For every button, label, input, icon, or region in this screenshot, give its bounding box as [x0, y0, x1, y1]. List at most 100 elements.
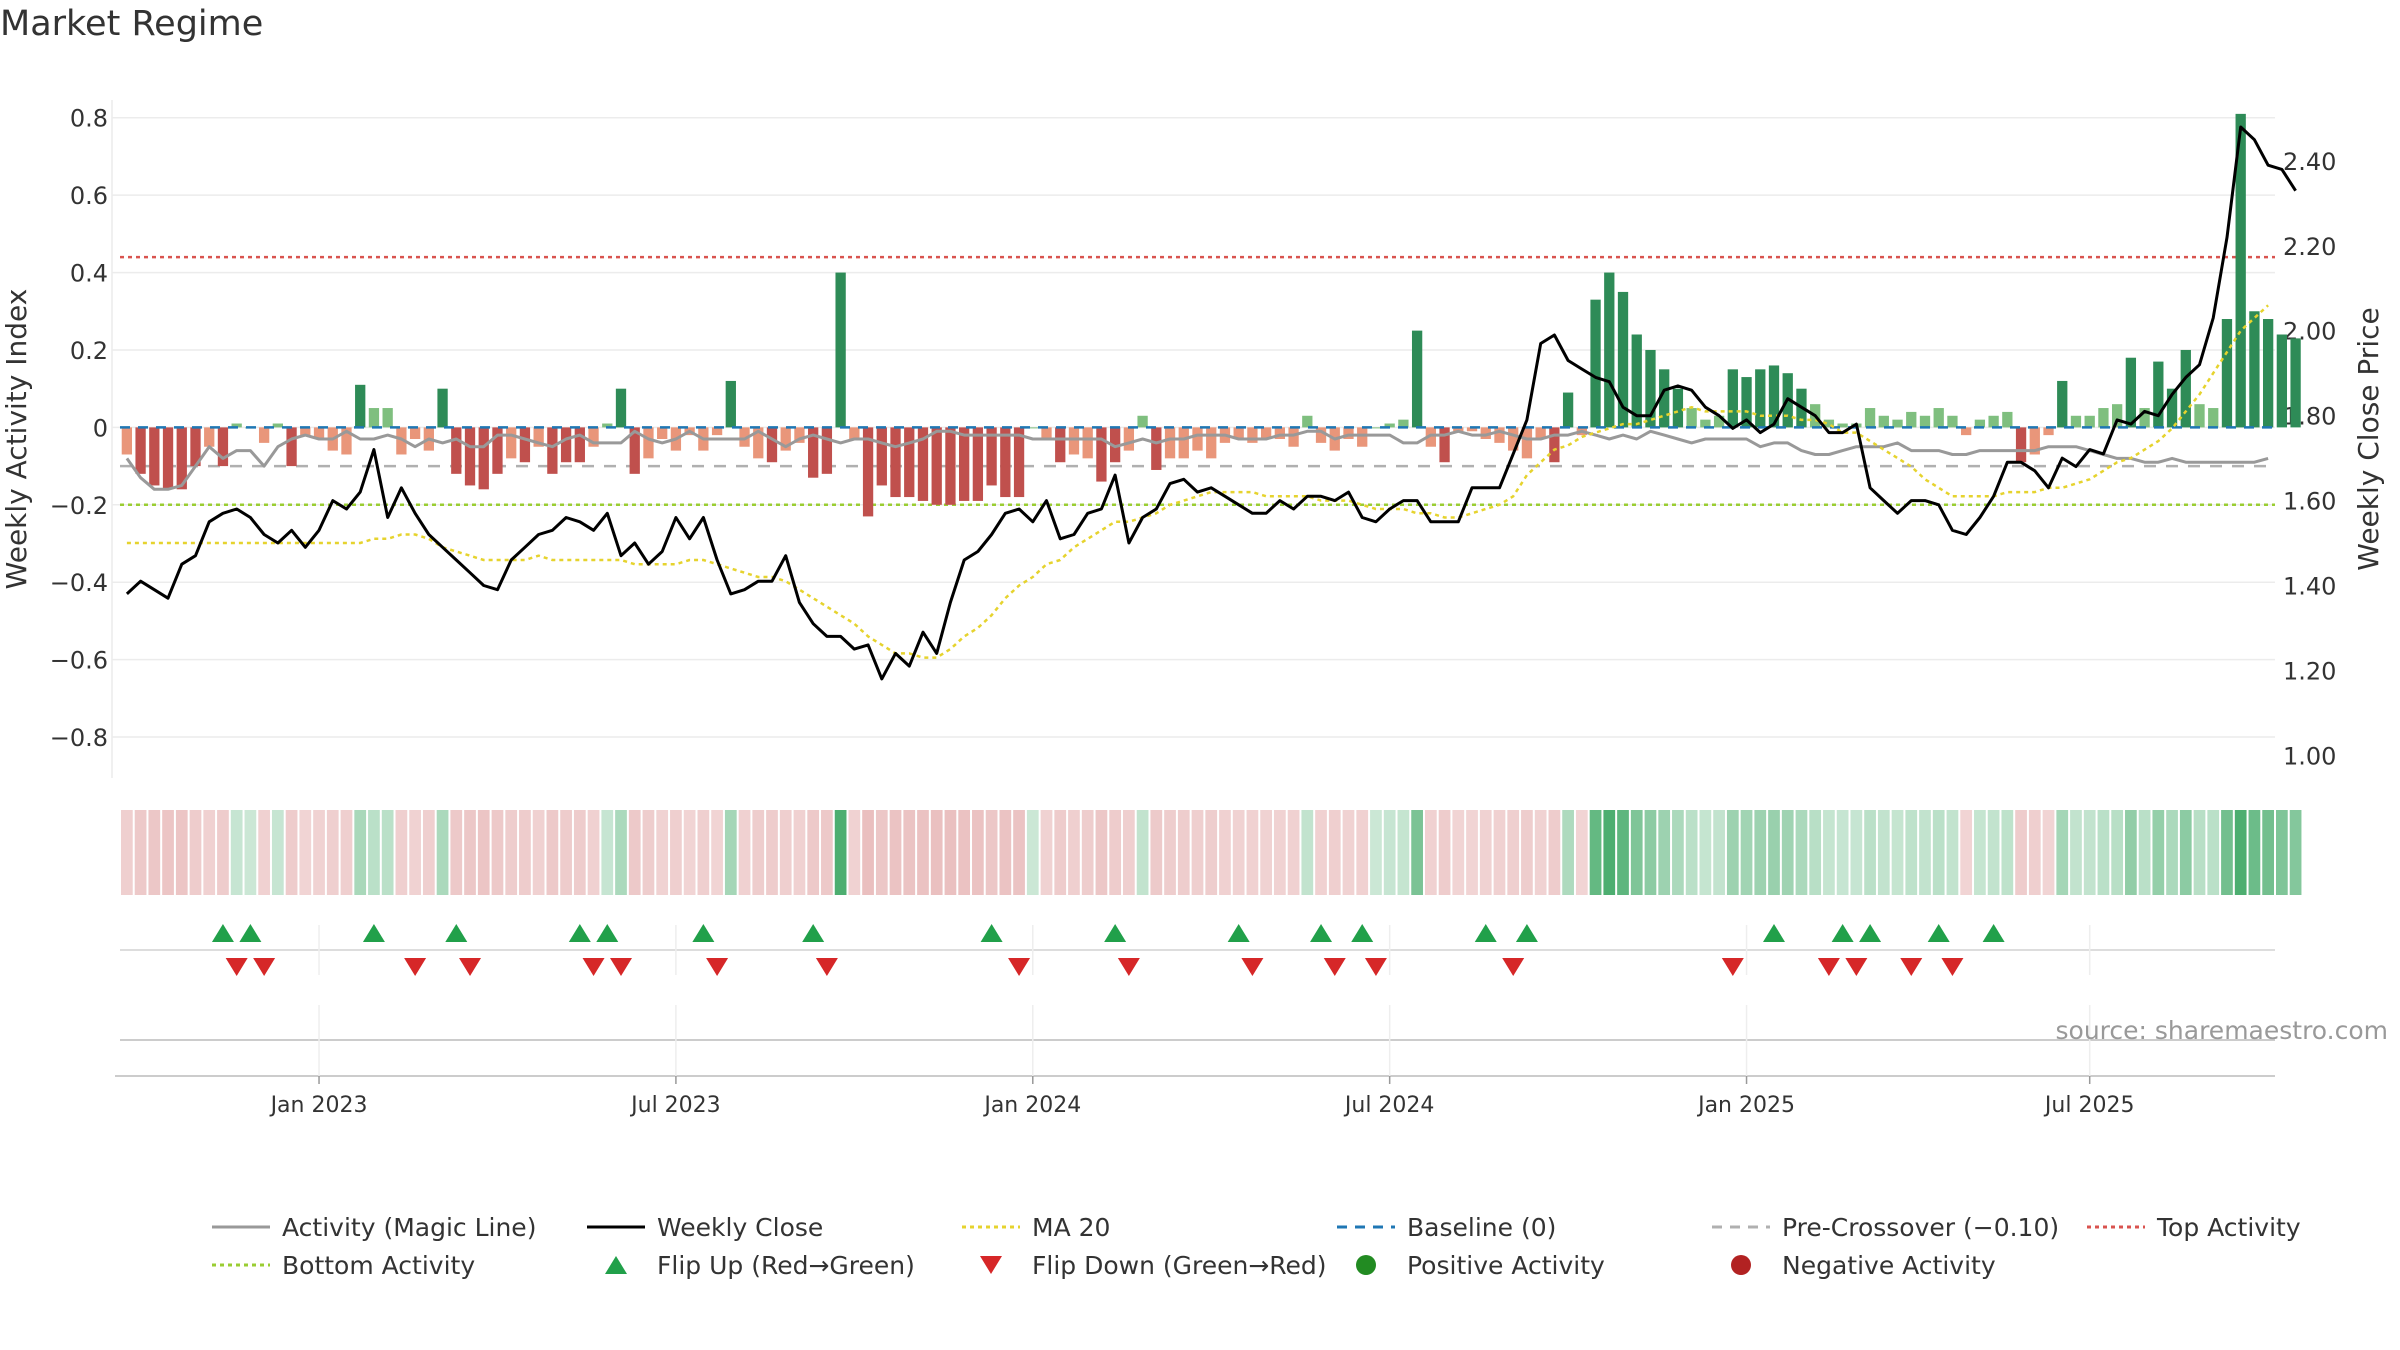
- regime-cell: [450, 810, 463, 895]
- activity-bar: [2098, 408, 2109, 428]
- activity-bar: [560, 427, 572, 463]
- activity-bar: [766, 427, 778, 463]
- regime-cell: [711, 810, 723, 895]
- flip-down-marker: [1241, 958, 1264, 976]
- activity-bar: [1919, 415, 1931, 428]
- activity-bar: [286, 427, 297, 467]
- activity-bar: [1013, 427, 1025, 498]
- y2-tick-label: 2.20: [2283, 233, 2336, 261]
- flip-down-marker: [1817, 958, 1840, 976]
- activity-bar: [1961, 427, 1972, 436]
- regime-cell: [1932, 810, 1945, 895]
- legend-label: Top Activity: [2157, 1212, 2301, 1242]
- y-tick-label: 0.8: [70, 105, 108, 133]
- legend-item: Weekly Close: [585, 1213, 960, 1242]
- activity-bar: [437, 388, 448, 428]
- y2-tick-label: 1.20: [2283, 657, 2336, 685]
- activity-bar: [313, 427, 325, 439]
- y-tick-label: −0.6: [50, 647, 108, 675]
- x-axis: Jan 2023 Jul 2023 Jan 2024 Jul 2024 Jan 2025…: [115, 925, 2275, 1118]
- regime-cell: [1205, 810, 1218, 895]
- legend-row: Bottom Activity Flip Up (Red→Green) Flip D…: [210, 1246, 2390, 1284]
- regime-cell: [1219, 810, 1231, 895]
- regime-cell: [477, 810, 490, 895]
- legend-swatch: [212, 1225, 270, 1229]
- activity-bar: [1370, 427, 1382, 429]
- activity-bar: [821, 427, 833, 474]
- activity-bar: [588, 427, 599, 447]
- legend-swatch: [212, 1263, 270, 1267]
- legend-label: Activity (Magic Line): [282, 1212, 537, 1242]
- flip-down-marker: [253, 958, 276, 976]
- regime-cell: [724, 810, 737, 895]
- regime-cell: [848, 810, 861, 895]
- x-tick-label: Jan 2025: [1696, 1093, 1795, 1118]
- legend-label: Bottom Activity: [282, 1250, 476, 1280]
- activity-bar: [725, 380, 736, 428]
- activity-bar: [1315, 427, 1327, 443]
- activity-bar: [1260, 427, 1272, 439]
- activity-bar: [533, 427, 544, 447]
- regime-cell: [1260, 810, 1272, 895]
- regime-cell: [1617, 810, 1629, 895]
- regime-cell: [1315, 810, 1327, 895]
- regime-cell: [2166, 810, 2178, 895]
- flip-down-marker: [1008, 958, 1031, 976]
- flip-down-marker: [1941, 958, 1964, 976]
- activity-bar: [300, 427, 311, 436]
- activity-bar: [1974, 419, 1986, 428]
- flip-down-marker: [1721, 958, 1744, 976]
- regime-cell: [903, 810, 916, 895]
- y-tick-label: 0: [93, 414, 108, 442]
- activity-bar: [176, 427, 187, 490]
- regime-cell: [1685, 810, 1698, 895]
- legend-label: Flip Down (Green→Red): [1032, 1250, 1327, 1280]
- activity-bar: [1274, 427, 1286, 439]
- legend-swatch: [962, 1225, 1020, 1229]
- flip-down-icon: [980, 1256, 1002, 1274]
- regime-cell: [299, 810, 312, 895]
- regime-cell: [1562, 810, 1574, 895]
- activity-bar: [1247, 427, 1258, 443]
- activity-bar: [1411, 330, 1423, 428]
- activity-bar: [794, 427, 805, 443]
- regime-cell: [1301, 810, 1314, 895]
- activity-bar: [1343, 427, 1354, 439]
- regime-cell: [807, 810, 820, 895]
- activity-bar: [2180, 349, 2191, 428]
- activity-bar: [876, 427, 887, 486]
- x-tick-label: Jul 2024: [1343, 1093, 1435, 1118]
- activity-bar: [972, 427, 984, 501]
- activity-bar: [2139, 408, 2150, 428]
- regime-cell: [1644, 810, 1657, 895]
- activity-bar: [1686, 408, 1697, 428]
- regime-cell: [642, 810, 655, 895]
- activity-bar: [643, 427, 654, 459]
- y-tick-label: −0.8: [50, 724, 108, 752]
- activity-bar: [409, 427, 421, 439]
- activity-bar: [1549, 427, 1560, 463]
- activity-bar: [629, 427, 640, 474]
- regime-cell: [2207, 810, 2220, 895]
- regime-cell: [1864, 810, 1876, 895]
- regime-cell: [1081, 810, 1094, 895]
- regime-cell: [1960, 810, 1973, 895]
- regime-cell: [1026, 810, 1039, 895]
- regime-cell: [203, 810, 216, 895]
- activity-bar: [492, 427, 503, 474]
- regime-cell: [1013, 810, 1025, 895]
- activity-bar: [464, 427, 476, 486]
- regime-cell: [1109, 810, 1122, 895]
- regime-cell: [2248, 810, 2261, 895]
- activity-bar: [2262, 319, 2274, 428]
- flip-up-marker: [1104, 924, 1127, 942]
- activity-bar: [396, 427, 407, 455]
- activity-bar: [849, 427, 860, 439]
- regime-cell: [1164, 810, 1176, 895]
- regime-cell: [972, 810, 984, 895]
- activity-bar: [2290, 338, 2301, 428]
- regime-cell: [354, 810, 367, 895]
- flip-down-marker: [610, 958, 633, 976]
- regime-cell: [2289, 810, 2302, 895]
- activity-bar: [1164, 427, 1176, 459]
